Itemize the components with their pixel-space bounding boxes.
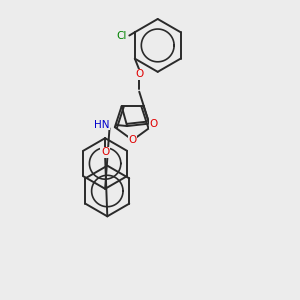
Text: O: O — [128, 135, 137, 145]
Text: Cl: Cl — [116, 31, 127, 40]
Text: O: O — [101, 148, 109, 158]
Text: O: O — [135, 69, 143, 79]
Text: HN: HN — [94, 120, 110, 130]
Text: O: O — [149, 119, 158, 129]
